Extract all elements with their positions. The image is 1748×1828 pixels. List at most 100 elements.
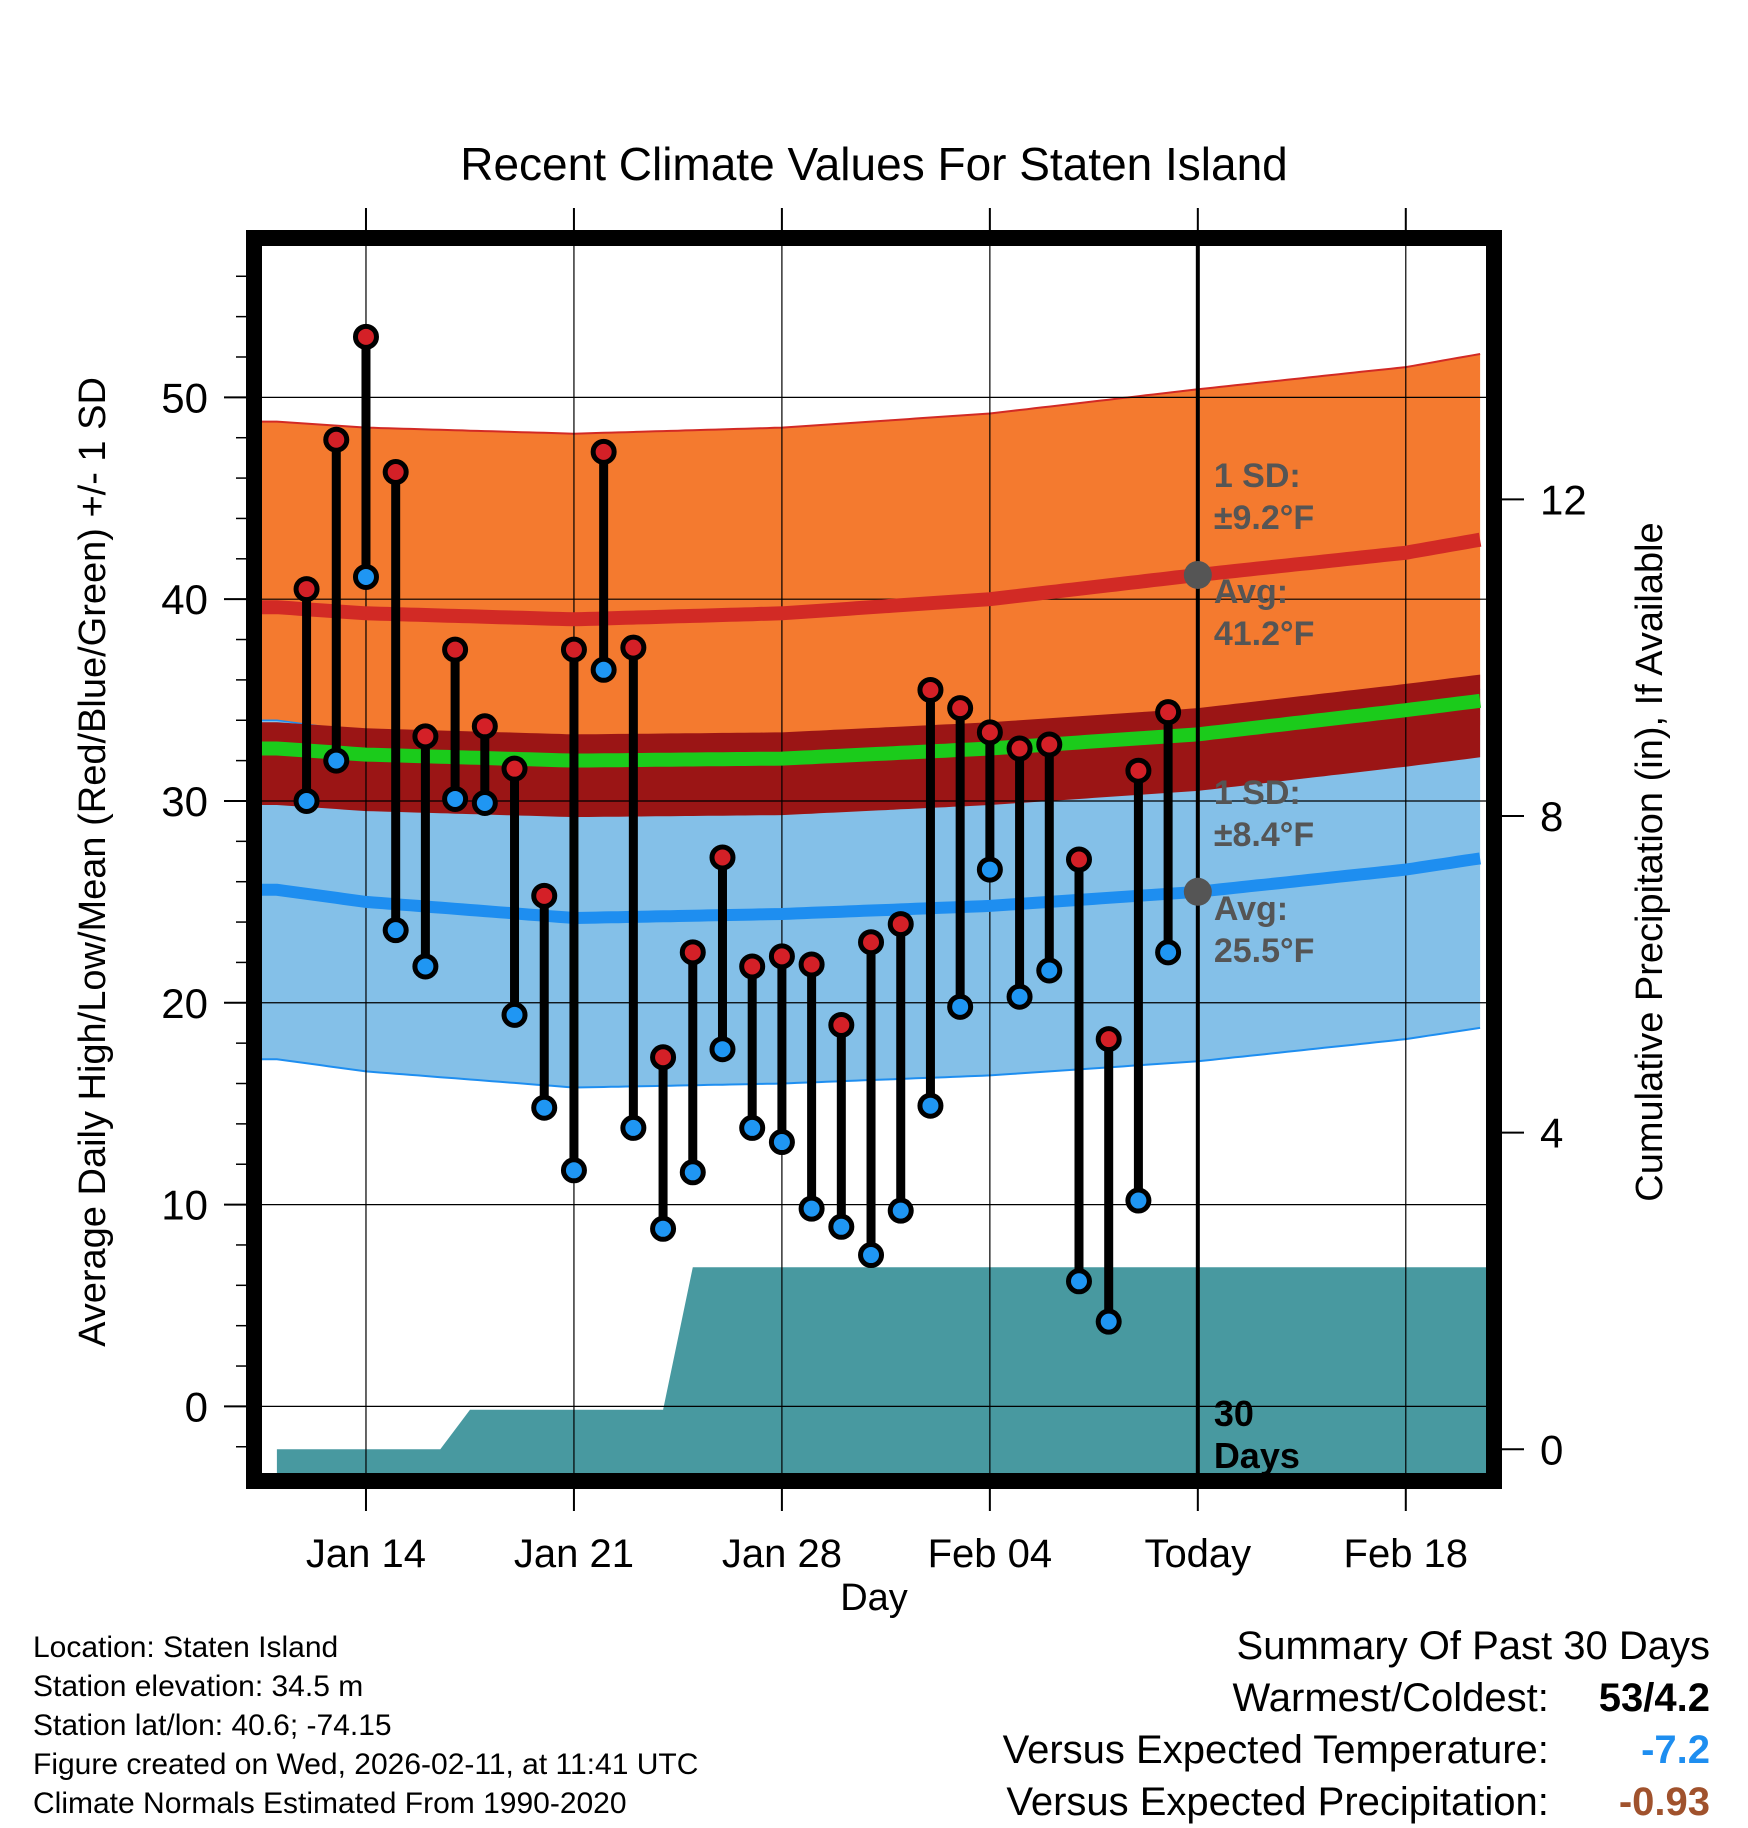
footer-elevation: Station elevation: 34.5 m bbox=[33, 1670, 364, 1703]
daily-high-point bbox=[412, 723, 439, 750]
daily-low-point bbox=[1065, 1268, 1092, 1295]
daily-low-point bbox=[709, 1036, 736, 1063]
daily-high-point bbox=[798, 951, 825, 978]
daily-low-point bbox=[442, 785, 469, 812]
mean-average-line bbox=[262, 693, 1482, 768]
daily-high-point bbox=[1095, 1026, 1122, 1053]
daily-high-point bbox=[620, 634, 647, 661]
summary-temp-value: -7.2 bbox=[1641, 1728, 1710, 1772]
daily-low-point bbox=[976, 856, 1003, 883]
daily-high-point bbox=[323, 426, 350, 453]
y-tick-label: 10 bbox=[161, 1182, 208, 1229]
daily-high-point bbox=[976, 719, 1003, 746]
daily-low-point bbox=[382, 917, 409, 944]
today-low-avg-marker bbox=[1183, 877, 1212, 906]
x-axis-label: Day bbox=[840, 1577, 908, 1619]
x-tick-label: Jan 14 bbox=[306, 1532, 426, 1576]
y2-tick-label: 0 bbox=[1540, 1426, 1563, 1473]
summary-temp-label: Versus Expected Temperature: bbox=[1002, 1728, 1549, 1772]
summary-warmest-label: Warmest/Coldest: bbox=[1232, 1676, 1549, 1720]
y-tick-label: 30 bbox=[161, 778, 208, 825]
high-band-upper-edge bbox=[262, 353, 1481, 435]
daily-low-point bbox=[828, 1213, 855, 1240]
cumulative-precip-area bbox=[276, 1267, 1486, 1473]
summary-panel: Summary Of Past 30 Days Warmest/Coldest:… bbox=[1003, 1620, 1710, 1828]
summary-title: Summary Of Past 30 Days bbox=[1236, 1624, 1710, 1668]
y-axis-label: Average Daily High/Low/Mean (Red/Blue/Gr… bbox=[72, 377, 114, 1347]
precip-days-count: 30 bbox=[1214, 1393, 1254, 1434]
x-tick-label: Feb 04 bbox=[928, 1532, 1053, 1576]
daily-low-point bbox=[947, 993, 974, 1020]
daily-high-point bbox=[1155, 699, 1182, 726]
summary-precip-label: Versus Expected Precipitation: bbox=[1006, 1780, 1549, 1824]
today-high-avg-marker bbox=[1183, 560, 1212, 589]
daily-high-point bbox=[917, 676, 944, 703]
daily-high-point bbox=[471, 713, 498, 740]
daily-high-point bbox=[679, 939, 706, 966]
daily-low-point bbox=[293, 787, 320, 814]
daily-low-point bbox=[501, 1001, 528, 1028]
low-sd-value: ±8.4°F bbox=[1214, 816, 1314, 854]
daily-low-point bbox=[560, 1157, 587, 1184]
summary-temp-row: Versus Expected Temperature: -7.2 bbox=[1003, 1724, 1710, 1776]
daily-high-point bbox=[293, 576, 320, 603]
daily-low-point bbox=[1006, 983, 1033, 1010]
plot-frame bbox=[246, 230, 1502, 1489]
daily-high-point bbox=[501, 755, 528, 782]
daily-high-point bbox=[947, 695, 974, 722]
low-average-line bbox=[262, 852, 1481, 925]
daily-low-point bbox=[471, 789, 498, 816]
daily-low-point bbox=[887, 1197, 914, 1224]
daily-low-point bbox=[620, 1114, 647, 1141]
daily-low-point bbox=[739, 1114, 766, 1141]
daily-high-point bbox=[709, 844, 736, 871]
daily-low-point bbox=[412, 953, 439, 980]
footer-normals: Climate Normals Estimated From 1990-2020 bbox=[33, 1787, 627, 1820]
high-average-line bbox=[262, 532, 1482, 627]
daily-high-point bbox=[1065, 846, 1092, 873]
station-info: Location: Staten Island Station elevatio… bbox=[33, 1628, 698, 1823]
daily-high-point bbox=[442, 636, 469, 663]
daily-high-point bbox=[590, 438, 617, 465]
daily-low-point bbox=[798, 1195, 825, 1222]
y-tick-label: 0 bbox=[185, 1383, 208, 1430]
daily-low-point bbox=[323, 747, 350, 774]
daily-high-point bbox=[887, 911, 914, 938]
daily-low-point bbox=[1125, 1187, 1152, 1214]
high-avg-label: Avg: bbox=[1214, 573, 1288, 611]
daily-low-point bbox=[679, 1159, 706, 1186]
low-avg-value: 25.5°F bbox=[1214, 932, 1315, 970]
y-tick-label: 40 bbox=[161, 576, 208, 623]
y2-tick-label: 8 bbox=[1540, 793, 1563, 840]
high-sd-value: ±9.2°F bbox=[1214, 499, 1314, 537]
daily-low-point bbox=[590, 656, 617, 683]
daily-high-point bbox=[382, 459, 409, 486]
daily-high-point bbox=[1036, 731, 1063, 758]
daily-low-point bbox=[768, 1129, 795, 1156]
low-avg-label: Avg: bbox=[1214, 890, 1288, 928]
daily-high-point bbox=[650, 1044, 677, 1071]
footer-created: Figure created on Wed, 2026-02-11, at 11… bbox=[33, 1748, 699, 1781]
daily-low-point bbox=[858, 1242, 885, 1269]
daily-low-point bbox=[1095, 1308, 1122, 1335]
y-tick-label: 20 bbox=[161, 980, 208, 1027]
low-sd-label: 1 SD: bbox=[1214, 774, 1301, 812]
daily-high-point bbox=[768, 943, 795, 970]
daily-low-point bbox=[917, 1092, 944, 1119]
x-tick-label: Today bbox=[1144, 1532, 1251, 1576]
x-tick-label: Feb 18 bbox=[1344, 1532, 1469, 1576]
daily-low-point bbox=[1155, 939, 1182, 966]
summary-warmest-value: 53/4.2 bbox=[1598, 1676, 1710, 1720]
daily-high-point bbox=[828, 1011, 855, 1038]
summary-precip-value: -0.93 bbox=[1618, 1780, 1710, 1824]
high-temp-sd-band bbox=[262, 354, 1481, 805]
y2-tick-label: 12 bbox=[1540, 476, 1587, 523]
daily-high-point bbox=[858, 929, 885, 956]
y2-axis-label: Cumulative Precipitation (in), If Availa… bbox=[1629, 522, 1671, 1201]
summary-precip-row: Versus Expected Precipitation: -0.93 bbox=[1003, 1776, 1710, 1828]
y2-tick-label: 4 bbox=[1540, 1110, 1563, 1157]
daily-low-point bbox=[650, 1215, 677, 1242]
climate-chart: Recent Climate Values For Staten Island … bbox=[72, 138, 1671, 1619]
y-tick-label: 50 bbox=[161, 374, 208, 421]
daily-low-point bbox=[531, 1094, 558, 1121]
